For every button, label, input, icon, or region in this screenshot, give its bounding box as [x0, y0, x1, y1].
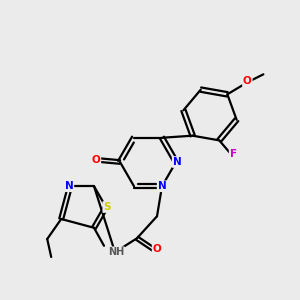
Text: NH: NH — [108, 247, 124, 257]
Text: O: O — [92, 155, 100, 165]
Text: O: O — [153, 244, 161, 254]
Text: N: N — [64, 181, 74, 191]
Text: N: N — [158, 181, 166, 191]
Text: F: F — [230, 149, 237, 159]
Text: O: O — [243, 76, 252, 86]
Text: S: S — [103, 202, 111, 212]
Text: N: N — [172, 157, 182, 167]
